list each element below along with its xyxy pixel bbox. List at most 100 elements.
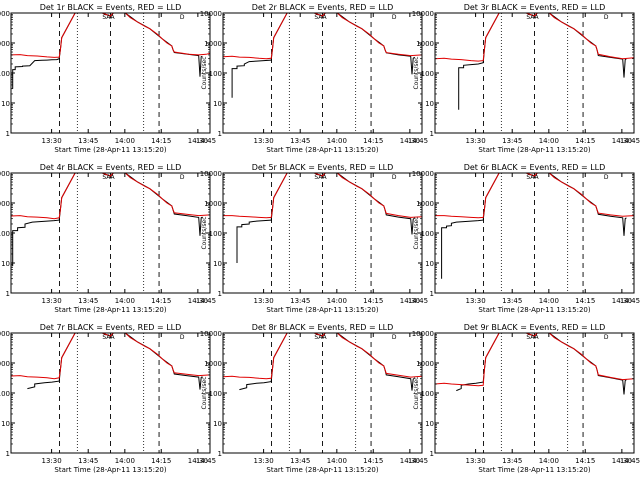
y-tick-label: 10000 <box>0 10 10 18</box>
saa-marker: SAA <box>314 174 327 181</box>
detector-panel: Det 6r BLACK = Events, RED = LLD 1 10 100 10… <box>412 163 640 314</box>
x-tick-label: 13:45 <box>290 457 310 465</box>
x-tick-label: 14:15 <box>363 297 383 305</box>
x-tick-label: 14:30 <box>400 137 420 145</box>
x-tick-label: 13:30 <box>254 297 274 305</box>
x-tick-label: 14:00 <box>327 457 347 465</box>
x-tick-label: 14:00 <box>327 297 347 305</box>
x-tick-label: 14:45 <box>196 297 216 305</box>
y-tick-label: 1000 <box>204 200 222 208</box>
x-tick-label: 14:15 <box>363 137 383 145</box>
detector-panel: Det 7r BLACK = Events, RED = LLD 1 10 100 10… <box>0 323 216 474</box>
lld-series-line <box>11 13 210 58</box>
x-tick-label: 14:30 <box>400 297 420 305</box>
y-tick-label: 10000 <box>412 330 434 338</box>
x-tick-label: 14:45 <box>620 457 640 465</box>
y-tick-label: 1 <box>218 130 222 138</box>
panel-title: Det 2r BLACK = Events, RED = LLD <box>252 3 394 12</box>
saa-marker: SAA <box>314 334 327 341</box>
y-tick-label: 1000 <box>416 200 434 208</box>
detector-panel: Det 1r BLACK = Events, RED = LLD 1 10 100 10… <box>0 3 216 154</box>
x-tick-label: 13:30 <box>466 297 486 305</box>
y-tick-label: 1000 <box>0 40 10 48</box>
panel-title: Det 8r BLACK = Events, RED = LLD <box>252 323 394 332</box>
x-tick-label: 13:30 <box>42 297 62 305</box>
events-series-line <box>456 333 627 395</box>
y-tick-label: 1 <box>430 130 434 138</box>
x-tick-label: 13:45 <box>78 137 98 145</box>
x-tick-label: 13:30 <box>466 137 486 145</box>
x-tick-label: 13:30 <box>42 457 62 465</box>
y-tick-label: 1 <box>430 450 434 458</box>
x-tick-label: 14:30 <box>612 137 632 145</box>
x-tick-label: 14:30 <box>188 137 208 145</box>
events-series-line <box>27 333 203 390</box>
panel-title: Det 3r BLACK = Events, RED = LLD <box>464 3 606 12</box>
y-tick-label: 100 <box>209 390 222 398</box>
y-tick-label: 1 <box>6 450 10 458</box>
x-axis-title: Start Time (28-Apr-11 13:15:20) <box>266 306 378 314</box>
x-tick-label: 14:30 <box>612 297 632 305</box>
saa-marker: SAA <box>102 174 115 181</box>
x-tick-label: 14:00 <box>539 137 559 145</box>
x-axis-title: Start Time (28-Apr-11 13:15:20) <box>266 466 378 474</box>
y-tick-label: 10 <box>213 260 222 268</box>
y-axis-title: Counts/sec <box>413 376 420 409</box>
d-marker: D <box>604 14 609 21</box>
events-series-line <box>231 13 415 98</box>
x-tick-label: 14:30 <box>188 457 208 465</box>
d-marker: D <box>180 334 185 341</box>
y-tick-label: 10 <box>1 260 10 268</box>
x-tick-label: 13:45 <box>78 457 98 465</box>
y-tick-label: 10000 <box>0 330 10 338</box>
d-marker: D <box>604 174 609 181</box>
x-axis-title: Start Time (28-Apr-11 13:15:20) <box>478 306 590 314</box>
panel-title: Det 7r BLACK = Events, RED = LLD <box>40 323 182 332</box>
x-tick-label: 14:00 <box>539 297 559 305</box>
x-axis-title: Start Time (28-Apr-11 13:15:20) <box>54 146 166 154</box>
y-tick-label: 1000 <box>416 360 434 368</box>
d-marker: D <box>392 174 397 181</box>
events-series-line <box>12 173 203 266</box>
detector-panel: Det 2r BLACK = Events, RED = LLD 1 10 100 10… <box>200 3 428 154</box>
x-tick-label: 14:45 <box>408 457 428 465</box>
x-tick-label: 14:00 <box>115 457 135 465</box>
x-tick-label: 13:30 <box>42 137 62 145</box>
x-tick-label: 14:15 <box>151 137 171 145</box>
x-axis-title: Start Time (28-Apr-11 13:15:20) <box>478 146 590 154</box>
y-axis-title: Counts/sec <box>201 56 208 89</box>
y-tick-label: 10 <box>1 100 10 108</box>
x-tick-label: 14:00 <box>327 137 347 145</box>
x-tick-label: 14:15 <box>575 457 595 465</box>
y-tick-label: 100 <box>0 70 10 78</box>
saa-marker: SAA <box>102 334 115 341</box>
d-marker: D <box>392 334 397 341</box>
detector-panel: Det 9r BLACK = Events, RED = LLD 1 10 100 10… <box>412 323 640 474</box>
y-tick-label: 1 <box>6 130 10 138</box>
d-marker: D <box>604 334 609 341</box>
x-tick-label: 14:15 <box>363 457 383 465</box>
x-axis-title: Start Time (28-Apr-11 13:15:20) <box>54 306 166 314</box>
x-tick-label: 13:30 <box>254 457 274 465</box>
y-tick-label: 10 <box>425 100 434 108</box>
saa-marker: SAA <box>314 14 327 21</box>
x-tick-label: 14:15 <box>575 297 595 305</box>
detector-panel: Det 4r BLACK = Events, RED = LLD 1 10 100 10… <box>0 163 216 314</box>
x-tick-label: 13:45 <box>78 297 98 305</box>
y-tick-label: 10 <box>425 420 434 428</box>
events-series-line <box>236 173 415 263</box>
x-tick-label: 13:45 <box>502 457 522 465</box>
y-tick-label: 1 <box>6 290 10 298</box>
saa-marker: SAA <box>526 14 539 21</box>
y-axis-title: Counts/sec <box>201 216 208 249</box>
d-marker: D <box>392 14 397 21</box>
x-tick-label: 14:45 <box>196 137 216 145</box>
y-tick-label: 10000 <box>200 10 222 18</box>
d-marker: D <box>180 174 185 181</box>
x-tick-label: 14:00 <box>539 457 559 465</box>
x-tick-label: 14:15 <box>151 297 171 305</box>
saa-marker: SAA <box>526 334 539 341</box>
y-tick-label: 1 <box>218 290 222 298</box>
x-tick-label: 14:00 <box>115 297 135 305</box>
